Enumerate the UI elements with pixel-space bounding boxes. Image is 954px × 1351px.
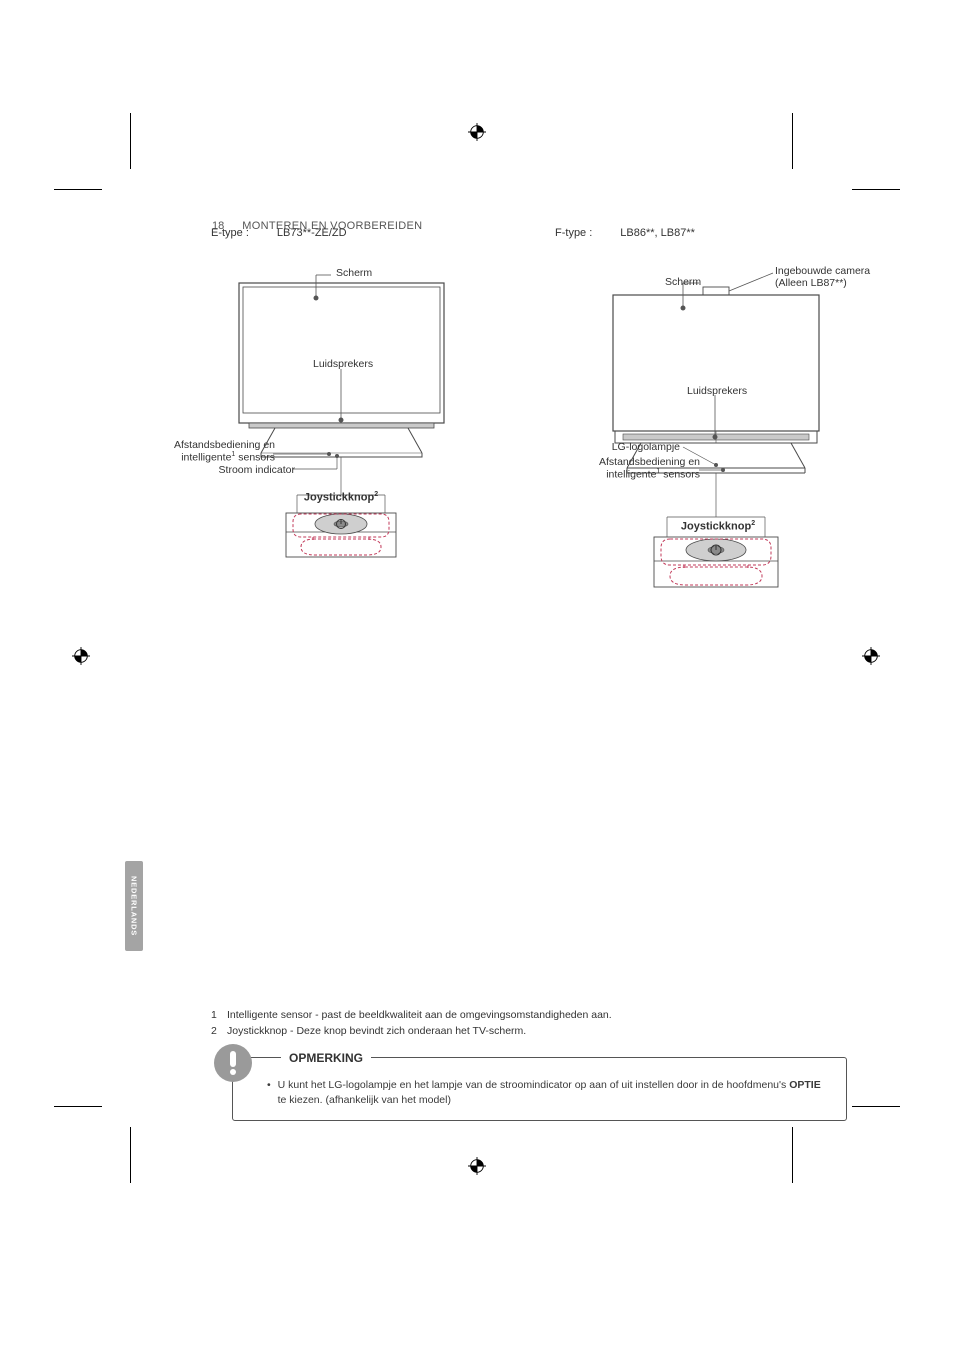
footnote-number: 1 [211,1008,221,1024]
figure-f-type: F-type : LB86**, LB87** [555,227,895,597]
model-codes: LB86**, LB87** [620,227,695,239]
note-box: OPMERKING • U kunt het LG-logolampje en … [232,1057,847,1121]
label-lg-logo: LG-logolampje [565,441,680,453]
label-stroom: Stroom indicator [175,464,295,476]
figure-e-type: E-type : LB73**-ZE/ZD [211,227,531,597]
footnote-number: 2 [211,1024,221,1040]
footnote-text: Joystickknop - Deze knop bevindt zich on… [227,1024,526,1040]
label-luidsprekers: Luidsprekers [687,385,747,397]
model-codes: LB73**-ZE/ZD [277,227,347,239]
language-tab-label: NEDERLANDS [130,876,139,936]
label-camera: Ingebouwde camera (Alleen LB87**) [775,265,885,289]
type-label: F-type : [555,227,592,239]
note-title: OPMERKING [281,1050,371,1067]
tv-diagram-e [211,265,471,585]
page: 18 MONTEREN EN VOORBEREIDEN NEDERLANDS E… [128,113,825,1200]
footnote-row: 1 Intelligente sensor - past de beeldkwa… [211,1008,801,1024]
registration-mark-right [862,647,880,665]
bullet-icon: • [267,1078,272,1108]
footnotes: 1 Intelligente sensor - past de beeldkwa… [211,1008,801,1040]
figure-f-header: F-type : LB86**, LB87** [555,227,895,239]
label-luidsprekers: Luidsprekers [313,358,373,370]
crop-mark [852,189,900,190]
footnote-text: Intelligente sensor - past de beeldkwali… [227,1008,612,1024]
info-icon [214,1044,252,1082]
crop-mark [852,1106,900,1107]
footnote-row: 2 Joystickknop - Deze knop bevindt zich … [211,1024,801,1040]
crop-mark [54,1106,102,1107]
label-joystick: Joystickknop2 [653,520,783,533]
label-scherm: Scherm [336,267,372,279]
type-label: E-type : [211,227,249,239]
note-text: U kunt het LG-logolampje en het lampje v… [278,1078,832,1108]
figure-e-header: E-type : LB73**-ZE/ZD [211,227,531,239]
label-scherm: Scherm [665,276,701,288]
label-sensors: Afstandsbediening en intelligente1 senso… [155,439,275,464]
label-joystick: Joystickknop2 [281,491,401,504]
label-sensors: Afstandsbediening en intelligente1 senso… [550,456,700,481]
registration-mark-left [72,647,90,665]
crop-mark [54,189,102,190]
language-tab: NEDERLANDS [125,861,143,951]
note-body: • U kunt het LG-logolampje en het lampje… [267,1078,832,1108]
